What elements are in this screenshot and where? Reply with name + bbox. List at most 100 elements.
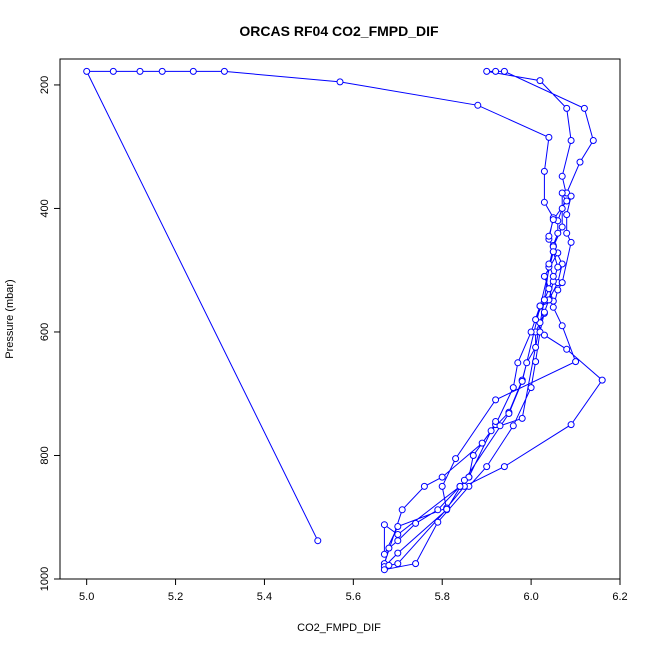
data-point	[549, 248, 557, 256]
data-point	[563, 211, 571, 219]
data-point	[532, 316, 540, 324]
chart-title: ORCAS RF04 CO2_FMPD_DIF	[239, 23, 439, 39]
data-point	[567, 421, 575, 429]
data-point	[492, 418, 500, 425]
data-point	[469, 452, 477, 459]
data-point	[136, 67, 144, 75]
data-point	[540, 308, 548, 316]
data-point	[434, 518, 442, 526]
data-point	[492, 396, 500, 404]
x-tick-label: 5.6	[346, 591, 361, 603]
y-tick-label: 600	[39, 323, 51, 341]
plot-frame	[59, 58, 621, 580]
data-point	[558, 172, 566, 180]
data-point	[412, 519, 420, 527]
data-point	[385, 561, 393, 569]
data-point	[109, 67, 117, 75]
data-point	[518, 414, 526, 422]
data-point	[540, 198, 548, 206]
data-point	[545, 260, 553, 268]
data-point	[394, 560, 402, 568]
data-point	[558, 189, 566, 197]
data-point	[394, 537, 402, 545]
data-point	[412, 560, 420, 568]
data-point	[394, 549, 402, 557]
data-point	[576, 158, 584, 166]
x-axis-title: CO2_FMPD_DIF	[297, 622, 381, 634]
data-point	[314, 537, 322, 545]
data-point	[438, 473, 446, 481]
data-point	[385, 544, 393, 552]
x-axis: 5.0 5.2 5.4 5.6 5.8 6.0 6.2	[79, 579, 628, 603]
data-point	[545, 133, 553, 141]
data-point	[420, 482, 428, 490]
data-point	[589, 137, 597, 144]
data-point	[398, 506, 406, 514]
y-axis: 200 400 600 800 1000	[39, 76, 60, 591]
data-point	[380, 521, 388, 529]
series-line	[85, 70, 603, 571]
data-point	[505, 410, 513, 417]
data-point	[567, 137, 575, 144]
data-point	[598, 376, 606, 384]
data-point	[540, 331, 548, 339]
data-point	[536, 77, 544, 85]
data-point	[558, 322, 566, 330]
data-point	[527, 328, 535, 336]
y-tick-label: 1000	[39, 567, 51, 591]
data-point	[474, 101, 482, 109]
data-point	[509, 384, 517, 392]
data-point	[483, 463, 491, 471]
data-point	[452, 455, 460, 463]
data-point	[554, 229, 562, 237]
data-point	[460, 476, 468, 484]
data-point	[500, 463, 508, 471]
data-series	[83, 67, 606, 574]
data-point	[434, 506, 442, 514]
data-point	[496, 422, 504, 430]
data-point	[558, 279, 566, 287]
data-point	[540, 272, 548, 280]
data-point	[456, 482, 464, 490]
data-point	[563, 197, 571, 205]
data-point	[563, 345, 571, 353]
data-point	[394, 523, 402, 530]
y-tick-label: 400	[39, 199, 51, 217]
data-point	[483, 67, 491, 75]
x-tick-label: 6.2	[612, 591, 627, 603]
data-point	[558, 223, 566, 231]
data-point	[580, 104, 588, 112]
data-point	[492, 67, 500, 75]
x-tick-label: 6.0	[523, 591, 538, 603]
data-point	[567, 238, 575, 246]
data-point	[554, 263, 562, 271]
data-point	[558, 205, 566, 212]
data-point	[514, 359, 522, 367]
data-point	[509, 422, 517, 430]
x-tick-label: 5.4	[257, 591, 272, 603]
data-point	[532, 343, 540, 351]
data-point	[567, 192, 575, 200]
data-point	[545, 232, 553, 240]
data-point	[563, 229, 571, 237]
data-point	[220, 67, 228, 75]
data-point	[549, 272, 557, 280]
y-tick-label: 200	[39, 76, 51, 94]
data-point	[540, 167, 548, 175]
data-point	[540, 296, 548, 304]
data-point	[394, 531, 402, 538]
data-point	[380, 566, 388, 574]
data-point	[443, 505, 451, 513]
x-tick-label: 5.8	[435, 591, 450, 603]
data-point	[572, 358, 580, 366]
data-point	[536, 302, 544, 310]
data-point	[527, 384, 535, 392]
data-point	[563, 104, 571, 112]
x-tick-label: 5.2	[168, 591, 183, 603]
data-point	[189, 67, 197, 75]
data-point	[518, 377, 526, 385]
data-point	[545, 285, 553, 293]
data-point	[549, 303, 557, 311]
data-point	[83, 67, 91, 75]
x-tick-label: 5.0	[79, 591, 94, 603]
